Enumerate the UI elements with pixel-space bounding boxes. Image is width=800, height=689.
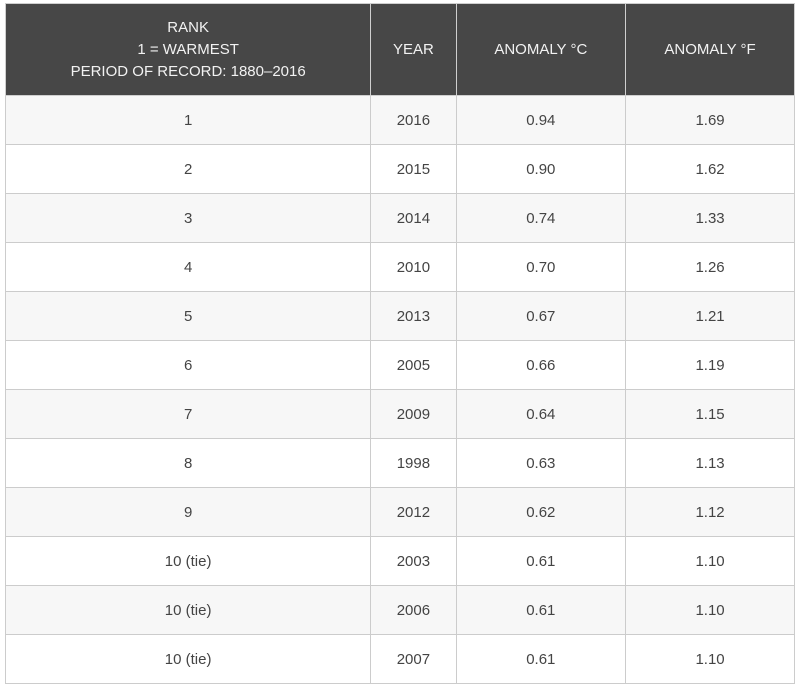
anomaly-c-cell: 0.70 xyxy=(455,242,627,292)
year-cell: 2006 xyxy=(370,585,457,635)
anomaly-c-cell: 0.67 xyxy=(455,291,627,341)
year-cell: 2003 xyxy=(370,536,457,586)
anomaly-f-cell: 1.10 xyxy=(625,585,795,635)
anomaly-f-cell: 1.21 xyxy=(625,291,795,341)
rank-cell: 1 xyxy=(4,95,372,145)
rank-cell: 2 xyxy=(4,144,372,194)
table-row: 10 (tie) 2007 0.61 1.10 xyxy=(4,634,795,684)
year-cell: 2015 xyxy=(370,144,457,194)
table-row: 10 (tie) 2003 0.61 1.10 xyxy=(4,536,795,586)
table-row: 1 2016 0.94 1.69 xyxy=(4,95,795,145)
header-row: RANK 1 = WARMEST PERIOD OF RECORD: 1880–… xyxy=(4,3,795,96)
table-body: 1 2016 0.94 1.69 2 2015 0.90 1.62 3 2014… xyxy=(4,95,795,684)
year-cell: 2009 xyxy=(370,389,457,439)
anomaly-c-cell: 0.90 xyxy=(455,144,627,194)
anomaly-f-cell: 1.19 xyxy=(625,340,795,390)
anomaly-c-cell: 0.61 xyxy=(455,634,627,684)
anomaly-f-cell: 1.13 xyxy=(625,438,795,488)
table-row: 7 2009 0.64 1.15 xyxy=(4,389,795,439)
table-header: RANK 1 = WARMEST PERIOD OF RECORD: 1880–… xyxy=(4,3,795,96)
rank-cell: 5 xyxy=(4,291,372,341)
anomaly-c-cell: 0.62 xyxy=(455,487,627,537)
table-row: 2 2015 0.90 1.62 xyxy=(4,144,795,194)
year-cell: 2005 xyxy=(370,340,457,390)
warmest-years-table: RANK 1 = WARMEST PERIOD OF RECORD: 1880–… xyxy=(4,3,795,684)
table-row: 3 2014 0.74 1.33 xyxy=(4,193,795,243)
rank-cell: 9 xyxy=(4,487,372,537)
table-row: 10 (tie) 2006 0.61 1.10 xyxy=(4,585,795,635)
year-cell: 2013 xyxy=(370,291,457,341)
rank-cell: 7 xyxy=(4,389,372,439)
table-row: 9 2012 0.62 1.12 xyxy=(4,487,795,537)
rank-header-line-3: PERIOD OF RECORD: 1880–2016 xyxy=(70,62,306,80)
rank-cell: 8 xyxy=(4,438,372,488)
anomaly-f-cell: 1.12 xyxy=(625,487,795,537)
year-cell: 2016 xyxy=(370,95,457,145)
rank-header-line-1: RANK xyxy=(167,18,209,36)
rank-cell: 10 (tie) xyxy=(4,585,372,635)
anomaly-f-cell: 1.15 xyxy=(625,389,795,439)
rank-cell: 4 xyxy=(4,242,372,292)
year-column-header: YEAR xyxy=(370,3,457,96)
anomaly-c-cell: 0.66 xyxy=(455,340,627,390)
table-row: 6 2005 0.66 1.19 xyxy=(4,340,795,390)
year-cell: 2010 xyxy=(370,242,457,292)
rank-cell: 10 (tie) xyxy=(4,536,372,586)
table-row: 8 1998 0.63 1.13 xyxy=(4,438,795,488)
anomaly-f-cell: 1.10 xyxy=(625,634,795,684)
year-cell: 2007 xyxy=(370,634,457,684)
anomaly-c-cell: 0.64 xyxy=(455,389,627,439)
rank-cell: 10 (tie) xyxy=(4,634,372,684)
anomaly-f-column-header: ANOMALY °F xyxy=(625,3,795,96)
anomaly-f-cell: 1.26 xyxy=(625,242,795,292)
anomaly-c-column-header: ANOMALY °C xyxy=(455,3,627,96)
anomaly-c-cell: 0.63 xyxy=(455,438,627,488)
year-cell: 2012 xyxy=(370,487,457,537)
year-cell: 1998 xyxy=(370,438,457,488)
year-cell: 2014 xyxy=(370,193,457,243)
rank-column-header: RANK 1 = WARMEST PERIOD OF RECORD: 1880–… xyxy=(4,3,372,96)
anomaly-f-cell: 1.62 xyxy=(625,144,795,194)
rank-header-line-2: 1 = WARMEST xyxy=(137,40,239,58)
anomaly-c-cell: 0.61 xyxy=(455,536,627,586)
rank-cell: 3 xyxy=(4,193,372,243)
table-row: 4 2010 0.70 1.26 xyxy=(4,242,795,292)
anomaly-f-cell: 1.33 xyxy=(625,193,795,243)
table-row: 5 2013 0.67 1.21 xyxy=(4,291,795,341)
anomaly-f-cell: 1.69 xyxy=(625,95,795,145)
anomaly-c-cell: 0.61 xyxy=(455,585,627,635)
rank-cell: 6 xyxy=(4,340,372,390)
anomaly-c-cell: 0.74 xyxy=(455,193,627,243)
anomaly-f-cell: 1.10 xyxy=(625,536,795,586)
anomaly-c-cell: 0.94 xyxy=(455,95,627,145)
